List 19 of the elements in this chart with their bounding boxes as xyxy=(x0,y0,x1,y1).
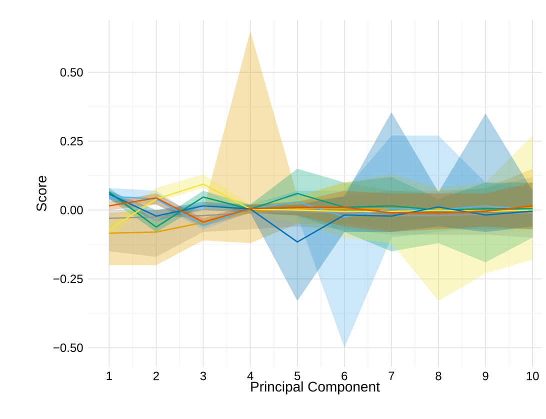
y-tick-label: −0.50 xyxy=(54,343,83,352)
x-tick-label: 9 xyxy=(482,372,488,380)
x-tick-label: 2 xyxy=(153,372,159,380)
y-tick-label: 0.50 xyxy=(60,68,83,77)
y-tick-label: −0.25 xyxy=(54,274,83,284)
line-series xyxy=(108,210,534,219)
x-tick-label: 1 xyxy=(106,372,112,380)
y-tick-label: 0.25 xyxy=(60,136,83,146)
x-tick-label: 8 xyxy=(436,372,442,380)
x-tick-label: 4 xyxy=(247,372,254,380)
x-axis-title: Principal Component xyxy=(251,381,380,394)
line-series xyxy=(108,193,534,243)
x-tick-label: 7 xyxy=(388,372,394,380)
y-tick-label: 0.00 xyxy=(60,206,83,214)
x-tick-label: 6 xyxy=(342,372,348,380)
y-axis-title: Score xyxy=(36,176,46,212)
x-tick-label: 10 xyxy=(526,372,539,380)
x-tick-label: 3 xyxy=(200,372,206,380)
x-tick-label: 5 xyxy=(294,372,300,380)
